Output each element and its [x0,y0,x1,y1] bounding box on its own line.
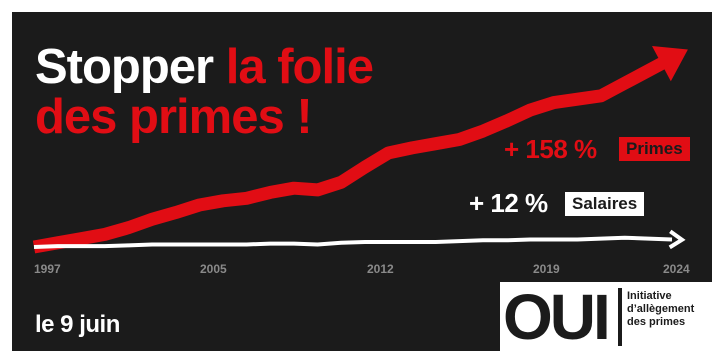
oui-logo: OUI Initiative d’allègement des primes [500,282,712,351]
x-tick-label: 1997 [34,262,61,276]
initiative-name: Initiative d’allègement des primes [627,290,694,329]
x-tick-label: 2012 [367,262,394,276]
primes-tag: Primes [619,137,690,161]
primes-change-label: + 158 % [504,134,597,164]
salaires-tag: Salaires [565,192,645,216]
initiative-line: des primes [627,316,686,328]
x-tick-label: 2019 [533,262,560,276]
salaires-arrow-head [668,229,686,250]
primes-line [32,52,676,254]
initiative-line: Initiative [627,290,672,302]
vote-date: le 9 juin [35,311,120,338]
headline: Stopper la folie des primes ! [35,40,374,144]
salaires-change-label: + 12 % [469,188,548,218]
primes-arrow-head [652,45,688,82]
trend-chart [32,45,688,254]
logo-divider [618,288,622,346]
x-tick-label: 2005 [200,262,227,276]
headline-red-2: des primes ! [35,90,313,144]
oui-word: OUI [503,281,611,351]
poster: Stopper la folie des primes ! + 158 % Pr… [12,12,712,351]
headline-white: Stopper [35,40,214,94]
salaires-line [33,235,673,249]
x-tick-label: 2024 [663,262,690,276]
initiative-line: d’allègement [627,303,695,315]
headline-red-1: la folie [225,40,374,94]
